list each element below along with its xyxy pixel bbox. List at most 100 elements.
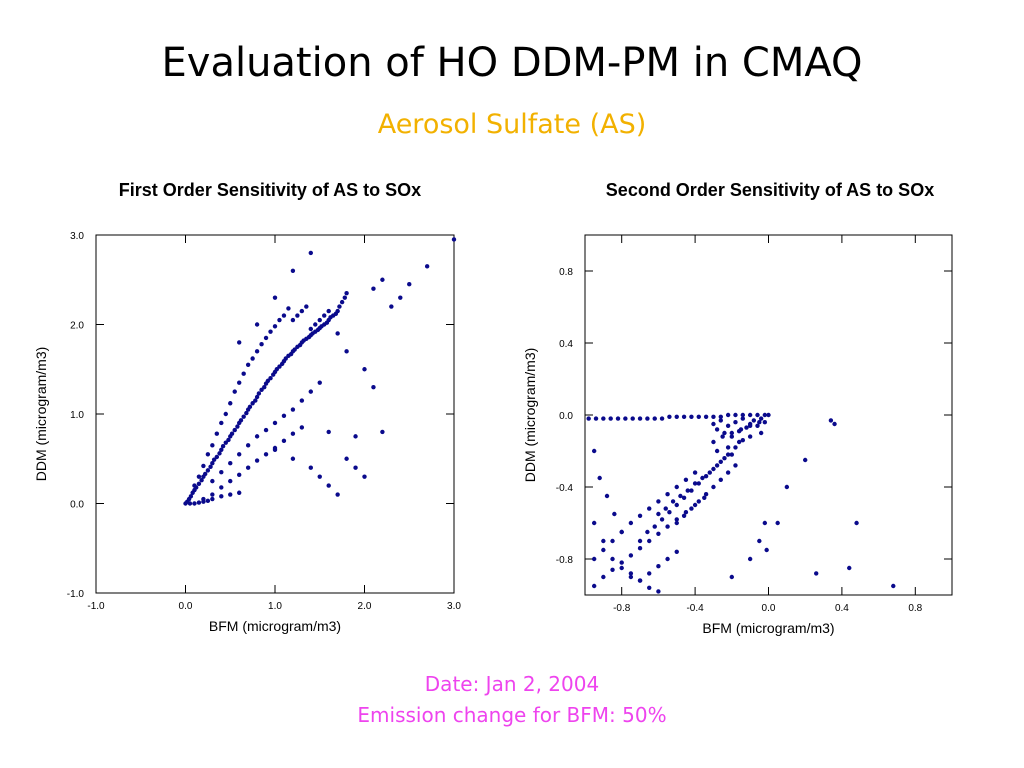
second-order-data-point (757, 420, 762, 425)
second-order-data-point (586, 416, 591, 421)
first-order-data-point (245, 465, 251, 470)
second-order-data-point (612, 511, 617, 517)
second-order-x-tick-label: 0.8 (908, 603, 922, 614)
second-order-data-point (619, 565, 624, 571)
second-order-data-point (647, 571, 652, 576)
second-order-data-point (747, 412, 753, 418)
first-order-data-point (322, 313, 327, 318)
first-order-data-point (228, 478, 233, 484)
second-order-data-point (683, 510, 689, 515)
second-order-data-point (689, 488, 694, 493)
first-order-data-point (272, 324, 278, 329)
first-order-data-point (187, 501, 193, 506)
slide-title: Evaluation of HO DDM-PM in CMAQ (161, 40, 863, 86)
second-order-data-point (696, 414, 701, 419)
second-order-data-point (718, 418, 723, 423)
first-order-data-point (245, 362, 251, 367)
second-order-data-point (854, 520, 859, 526)
second-order-data-point (764, 547, 769, 553)
first-order-data-point (188, 494, 194, 499)
first-order-data-point (253, 398, 258, 403)
first-order-data-point (299, 398, 305, 403)
second-order-data-point (647, 506, 652, 511)
second-order-x-tick-label: 0.4 (835, 603, 849, 614)
second-order-data-point (718, 459, 723, 464)
second-order-data-point (758, 416, 764, 421)
second-order-data-point (733, 463, 738, 468)
second-order-data-point (683, 477, 689, 482)
second-order-data-point (803, 457, 808, 463)
second-order-data-point (702, 495, 707, 500)
first-order-data-point (202, 471, 208, 477)
first-order-data-point (326, 429, 331, 435)
first-order-data-point (281, 438, 287, 444)
first-order-data-point (389, 304, 394, 309)
second-order-data-point (700, 475, 705, 481)
first-order-y-tick-label: 0.0 (70, 500, 84, 511)
first-order-data-point (232, 389, 237, 394)
second-order-data-point (725, 445, 731, 450)
second-order-data-point (681, 495, 687, 500)
first-order-data-point (339, 299, 345, 305)
second-order-data-point (663, 506, 668, 511)
second-order-data-point (744, 425, 749, 430)
second-order-data-point (656, 531, 661, 536)
first-order-data-point (290, 456, 296, 461)
first-order-data-point (308, 465, 313, 470)
second-order-data-point (601, 547, 606, 553)
first-order-data-point (290, 431, 296, 436)
second-order-data-point (667, 414, 672, 419)
first-order-data-point (326, 308, 331, 314)
first-order-scatter-plot: -1.0 0.0 1.0 2.0 3.0 -1.0 0.0 1.0 2.0 3.0 BFM (mic… (33, 231, 461, 634)
first-order-x-tick-label: 1.0 (268, 601, 282, 612)
first-order-x-tick-label: 2.0 (358, 601, 372, 612)
second-order-data-point (711, 439, 716, 445)
first-order-data-point (337, 304, 342, 309)
first-order-data-point (219, 420, 224, 426)
second-order-data-point (601, 574, 606, 580)
first-order-data-point (299, 425, 305, 430)
first-order-data-point (283, 356, 288, 361)
second-order-data-point (891, 583, 896, 589)
first-order-data-point (196, 500, 202, 505)
first-order-data-point (256, 391, 262, 396)
first-order-data-point (263, 335, 269, 341)
first-order-data-point (211, 457, 217, 462)
first-order-data-point (353, 434, 358, 439)
first-order-data-point (290, 407, 296, 412)
second-order-data-point (814, 571, 819, 576)
second-order-data-point (656, 589, 661, 594)
first-order-data-point (247, 404, 253, 410)
second-order-y-axis-label: DDM (microgram/m3) (522, 348, 538, 483)
second-order-data-point (628, 520, 634, 526)
second-order-data-point (591, 448, 597, 454)
first-order-data-point (272, 447, 278, 452)
first-order-data-point (226, 437, 231, 443)
second-order-data-point (645, 529, 650, 535)
first-order-data-point (254, 394, 260, 400)
first-order-data-point (219, 447, 224, 452)
first-order-data-point (237, 490, 242, 495)
second-order-data-point (718, 477, 723, 482)
first-order-data-point (220, 444, 226, 449)
first-order-data-point (344, 290, 349, 296)
first-order-data-point (250, 401, 255, 406)
second-order-data-point (647, 585, 652, 590)
first-order-data-point (344, 349, 349, 354)
first-order-data-point (268, 329, 273, 334)
second-order-data-point (766, 412, 771, 418)
second-order-y-tick-label: 0.4 (559, 339, 573, 350)
first-order-data-point (192, 501, 197, 506)
first-order-data-point (214, 431, 220, 436)
second-order-data-point (659, 416, 665, 421)
second-order-data-point (681, 513, 687, 518)
first-order-x-tick-label: 0.0 (179, 601, 193, 612)
first-order-data-point (214, 454, 220, 460)
second-order-data-point (615, 416, 621, 421)
first-order-data-point (232, 427, 237, 433)
first-order-data-point (201, 463, 206, 469)
first-order-x-tick-label: -1.0 (87, 601, 105, 612)
first-order-data-point (281, 313, 287, 318)
second-order-data-point (762, 520, 768, 526)
second-order-data-point (733, 412, 738, 418)
